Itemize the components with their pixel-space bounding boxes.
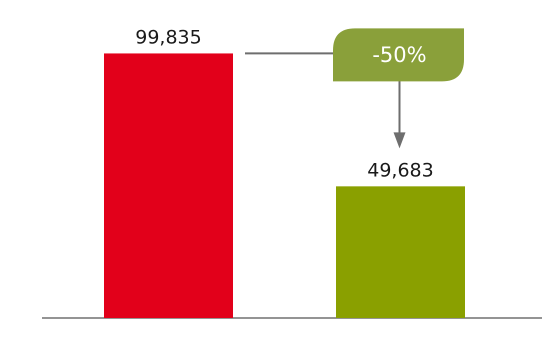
change-badge bbox=[333, 28, 464, 82]
bar-1 bbox=[104, 53, 233, 318]
bars-layer bbox=[104, 53, 465, 318]
labels-layer: 99,835 49,683 bbox=[135, 26, 433, 181]
bar-value-label-2: 49,683 bbox=[367, 159, 433, 181]
change-annotation: -50% bbox=[245, 28, 464, 149]
bar-2 bbox=[336, 186, 465, 318]
bar-value-label-1: 99,835 bbox=[135, 26, 201, 48]
arrow-down-icon bbox=[393, 132, 406, 149]
change-badge-text: -50% bbox=[372, 43, 426, 67]
